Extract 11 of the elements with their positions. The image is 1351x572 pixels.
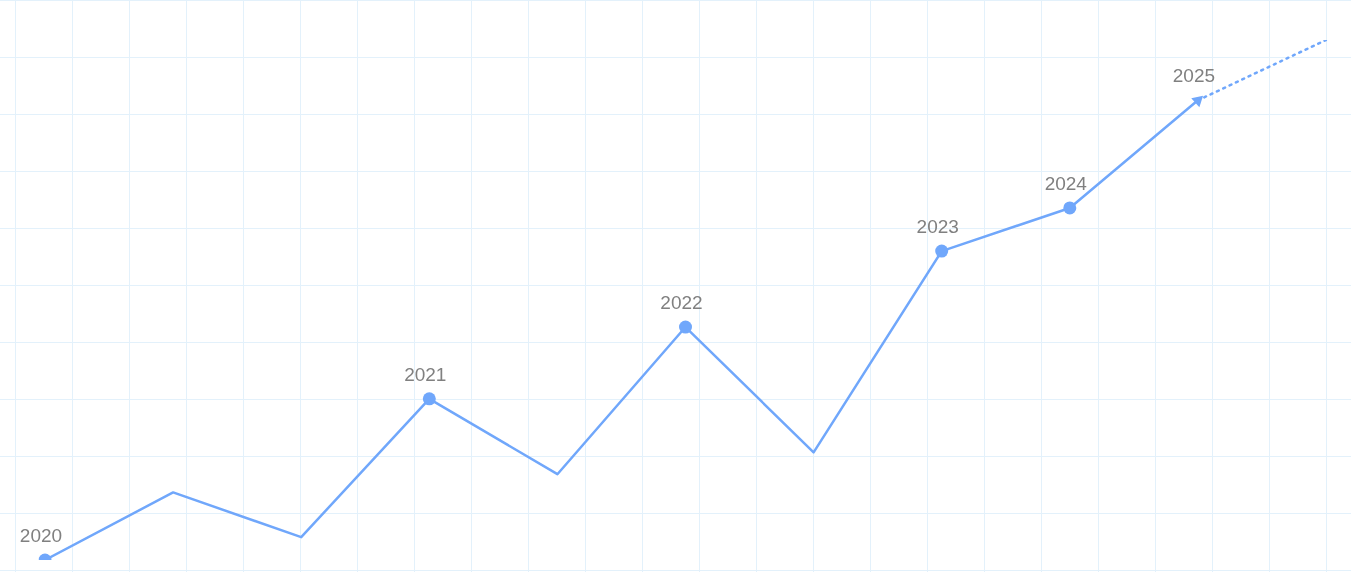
point bbox=[679, 320, 692, 334]
x-tick-label: 2020 bbox=[19, 524, 63, 546]
point bbox=[935, 244, 949, 258]
x-tick-label: 2024 bbox=[1044, 172, 1088, 194]
x-tick-label: 2021 bbox=[404, 363, 447, 385]
x-tick-label: 2025 bbox=[1172, 65, 1216, 87]
x-tick-label: 2022 bbox=[660, 291, 703, 313]
point bbox=[1063, 201, 1077, 215]
point bbox=[422, 392, 436, 406]
point bbox=[1191, 95, 1204, 108]
x-tick-label: 2023 bbox=[916, 215, 959, 237]
